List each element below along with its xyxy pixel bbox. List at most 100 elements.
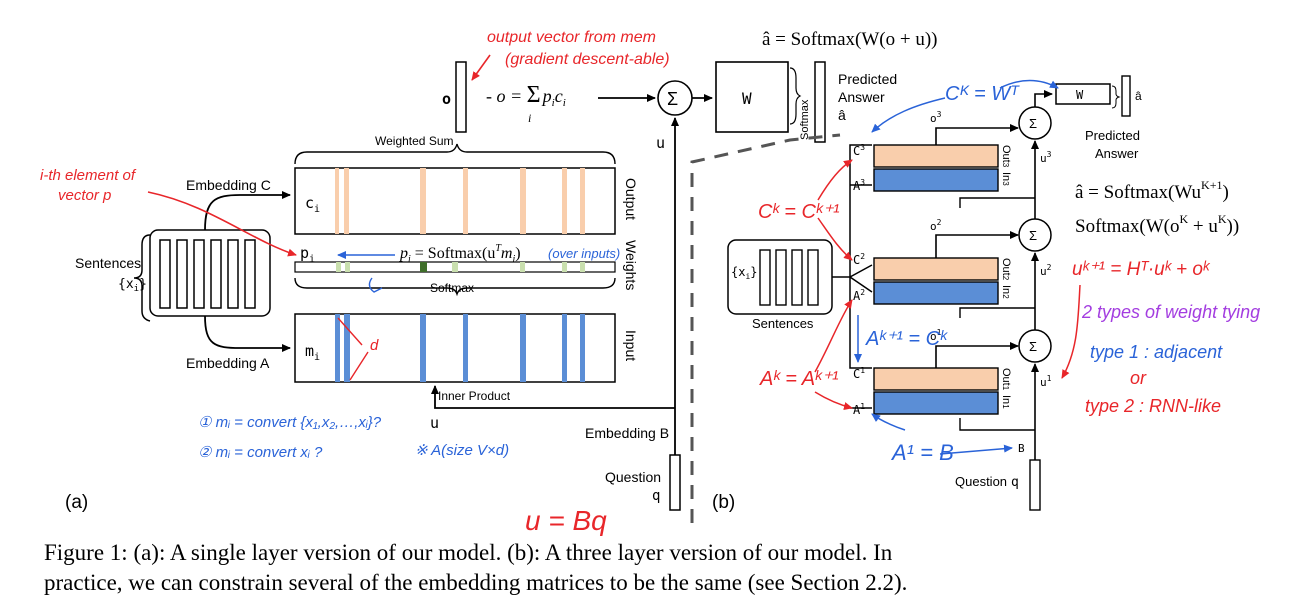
b-label: B	[1018, 442, 1025, 455]
annot-a1-b: A¹ = B	[890, 440, 954, 465]
annot-ak-ak1: Aᵏ = Aᵏ⁺¹	[759, 368, 839, 390]
inner-product-label: Inner Product	[438, 389, 511, 403]
a2-label: A2	[853, 288, 865, 303]
embedding-fan-lines	[832, 144, 873, 409]
memory-c3	[873, 144, 999, 168]
out-to-w-arrow	[1034, 90, 1053, 107]
embedding-c-label: Embedding C	[186, 177, 271, 193]
weighted-sum-label: Weighted Sum	[375, 134, 454, 148]
u1-label: u1	[1040, 374, 1052, 389]
eq-softmax-b: Softmax(W(oK + uK))	[1075, 212, 1239, 237]
panel-separator	[690, 133, 841, 523]
input-memory-a	[294, 313, 616, 383]
handwritten-annotations: output vector from mem (gradient descent…	[40, 29, 1260, 536]
p-equation: pi = Softmax(uTmi)	[399, 243, 521, 265]
o2-arrow	[935, 231, 1019, 258]
u-label-input: u	[430, 414, 439, 432]
annot-output-vector-2: (gradient descent-able)	[505, 51, 670, 68]
u3-label: u3	[1040, 150, 1052, 165]
annot-note1: ① mᵢ = convert {x₁,x₂,…,xᵢ}?	[198, 414, 382, 431]
eq-a-hat-b: â = Softmax(WuK+1)	[1075, 178, 1229, 203]
a1-label: A1	[853, 402, 865, 417]
in3-label: In3	[1000, 172, 1012, 186]
panel-b-tag: (b)	[712, 492, 735, 513]
a-hat-vector-b	[1121, 75, 1131, 117]
memory-c2	[873, 257, 999, 281]
o-label: o	[442, 90, 451, 108]
q-label-a: q	[652, 488, 660, 504]
sigma-symbol-a: Σ	[667, 89, 678, 109]
w-label-a: W	[742, 89, 752, 108]
sentences-var-a: {xi}	[118, 277, 147, 294]
answer-label-a: Answer	[838, 89, 885, 105]
c1-label: C1	[853, 366, 865, 381]
annot-type1: type 1 : adjacent	[1090, 342, 1223, 362]
embedding-c-arrow	[204, 191, 291, 231]
figure-caption: Figure 1: (a): A single layer version of…	[44, 538, 1284, 598]
annot-two-types: 2 types of weight tying	[1081, 302, 1260, 322]
annot-note3: ※ A(size V×d)	[415, 442, 509, 459]
embedding-a-arrow	[204, 315, 291, 352]
softmax-brace	[294, 277, 616, 297]
embedding-b-label: Embedding B	[585, 425, 669, 441]
weights-strip	[294, 261, 616, 273]
u3-feed	[959, 197, 1035, 208]
memory-a3	[873, 168, 999, 192]
output-side-label: Output	[623, 178, 639, 220]
annot-type2: type 2 : RNN-like	[1085, 396, 1221, 416]
caption-line-2: practice, we can constrain several of th…	[44, 570, 908, 595]
embedding-a-label: Embedding A	[186, 355, 270, 371]
annot-ith-element-2: vector p	[58, 187, 111, 204]
annot-u-eq-bq: u = Bq	[525, 505, 607, 536]
u2-label: u2	[1040, 263, 1052, 278]
predicted-label-b: Predicted	[1085, 128, 1140, 143]
u1-feed	[959, 418, 1035, 431]
weights-side-label: Weights	[623, 240, 639, 290]
sentences-label-a: Sentences	[75, 255, 141, 271]
caption-line-1: Figure 1: (a): A single layer version of…	[44, 540, 893, 565]
memory-c1	[873, 367, 999, 391]
weighted-sum-brace	[294, 143, 616, 165]
top-equation: â = Softmax(W(o + u))	[762, 29, 938, 50]
question-vector-b	[1029, 459, 1041, 511]
o1-arrow	[935, 342, 1019, 368]
u-label-sigma: u	[656, 134, 665, 152]
out1-label: Out1	[1000, 368, 1012, 391]
annot-over-inputs: (over inputs)	[548, 246, 620, 261]
o1-label: o1	[930, 328, 942, 343]
panel-a-tag: (a)	[65, 492, 88, 513]
a3-label: A3	[853, 178, 865, 193]
c3-label: C3	[853, 143, 865, 158]
a-hat-vector-a	[814, 61, 826, 143]
predicted-label-a: Predicted	[838, 71, 897, 87]
softmax-brace-w	[789, 67, 802, 125]
annot-uk1: uᵏ⁺¹ = Hᵀ·uᵏ + oᵏ	[1072, 259, 1211, 280]
o3-arrow	[935, 124, 1019, 145]
panel-b: {xi} Sentences C3 A3 Out3 In3 C2 A2 Out2…	[712, 75, 1239, 513]
annot-d-mark: d	[370, 337, 379, 354]
annot-ck-wt: Cᴷ = Wᵀ	[945, 83, 1020, 105]
c2-label: C2	[853, 252, 865, 267]
memory-a1	[873, 391, 999, 415]
w-label-b: W	[1076, 88, 1084, 102]
annot-or: or	[1130, 368, 1147, 388]
memory-a2	[873, 281, 999, 305]
annot-ck-ck1: Cᵏ = Cᵏ⁺¹	[758, 201, 840, 223]
annot-output-vector-1: output vector from mem	[487, 29, 656, 46]
panel-a: Sentences {xi} Embedding C Embedding A c…	[65, 29, 938, 513]
in1-label: In1	[1000, 395, 1012, 409]
out2-label: Out2	[1000, 258, 1012, 281]
out3-label: Out3	[1000, 145, 1012, 168]
a-hat-label-a: â	[838, 107, 846, 123]
sigma-symbol-1: Σ	[1029, 339, 1037, 354]
o-eq-sum-index: i	[528, 111, 531, 125]
o3-label: o3	[930, 110, 942, 125]
answer-label-b: Answer	[1095, 146, 1139, 161]
softmax-side-a: Softmax	[799, 99, 811, 140]
inner-product-arrow	[431, 385, 675, 409]
annot-note2: ② mᵢ = convert xᵢ ?	[198, 444, 323, 461]
annot-ith-element-1: i-th element of	[40, 167, 137, 184]
question-vector-a	[669, 454, 681, 511]
